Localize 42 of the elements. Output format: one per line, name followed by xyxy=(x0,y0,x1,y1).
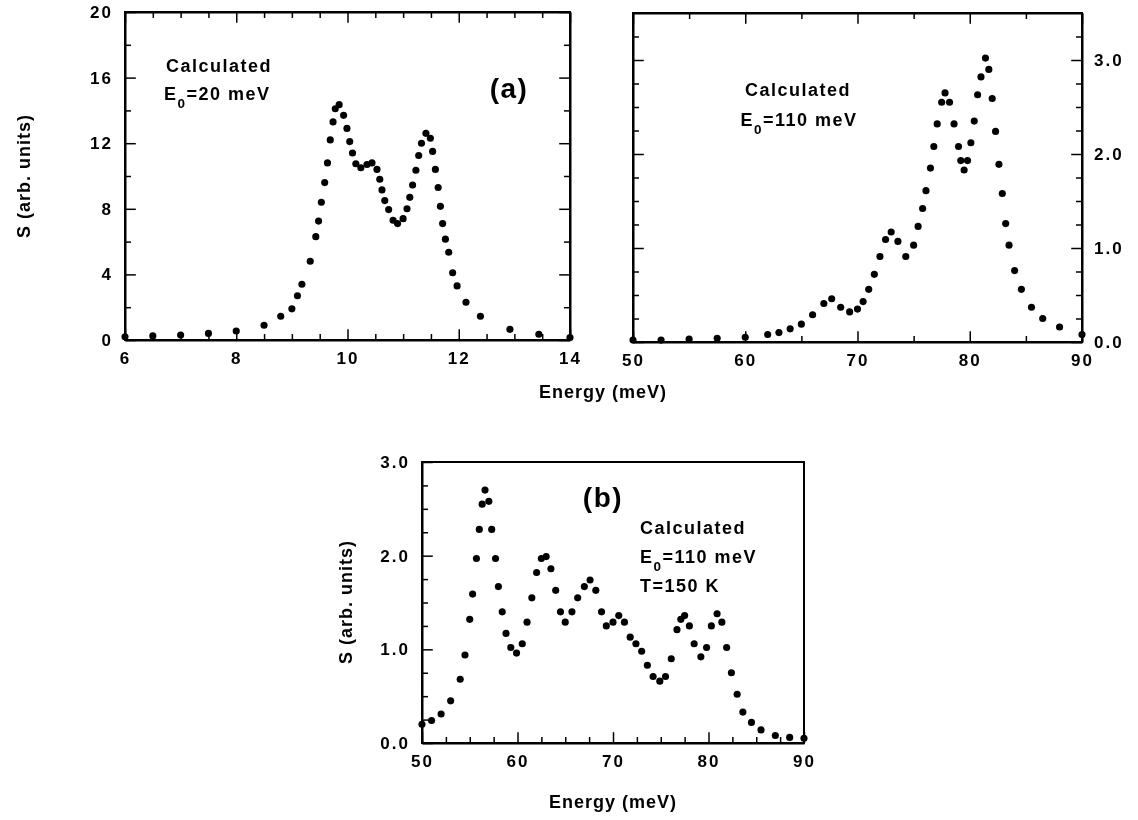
y-tick-label: 3.0 xyxy=(380,452,410,472)
y-tick-label: 8 xyxy=(101,199,113,219)
y-tick-label: 12 xyxy=(90,134,113,154)
x-tick-label: 70 xyxy=(602,752,625,772)
x-tick-label: 60 xyxy=(734,351,758,371)
annotation: (b) xyxy=(582,482,624,513)
y2-tick-label: 1.0 xyxy=(1094,238,1124,258)
annotation: E$_{0}$=20 meV xyxy=(164,84,271,111)
annotation: (a) xyxy=(489,73,529,104)
annotation: E$_{0}$=110 meV xyxy=(640,547,758,574)
x-tick-label: 80 xyxy=(697,752,721,772)
annotation: Calculated xyxy=(166,56,273,76)
x-tick-label: 14 xyxy=(559,349,582,369)
annotation: T=150 K xyxy=(640,576,721,596)
annotation: E$_{0}$=110 meV xyxy=(740,110,858,137)
y-tick-label: 4 xyxy=(101,265,113,285)
annotation: Calculated xyxy=(640,518,747,538)
x-tick-label: 90 xyxy=(793,752,816,772)
x-axis-title: Energy (meV) xyxy=(548,792,678,812)
y-tick-label: 1.0 xyxy=(380,640,410,660)
y-axis-title: S (arb. units) xyxy=(14,113,34,239)
y-tick-label: 0 xyxy=(101,330,113,350)
x-tick-label: 6 xyxy=(119,349,132,369)
y2-tick-label: 2.0 xyxy=(1094,144,1124,164)
y-tick-label: 2.0 xyxy=(380,546,410,566)
y2-tick-label: 3.0 xyxy=(1094,50,1124,70)
y-tick-label: 0.0 xyxy=(380,733,410,753)
x-tick-label: 12 xyxy=(447,349,471,369)
x-tick-label: 50 xyxy=(622,351,645,371)
annotation: Calculated xyxy=(744,80,852,100)
y-axis-title: S (arb. units) xyxy=(336,539,356,665)
y-tick-label: 20 xyxy=(90,2,113,22)
y2-tick-label: 0.0 xyxy=(1094,332,1124,352)
x-tick-label: 50 xyxy=(411,752,434,772)
y-tick-label: 16 xyxy=(90,68,113,88)
x-tick-label: 70 xyxy=(846,351,870,371)
x-tick-label: 60 xyxy=(506,752,530,772)
x-tick-label: 90 xyxy=(1071,351,1094,371)
x-axis-title: Energy (meV) xyxy=(538,382,668,402)
x-tick-label: 8 xyxy=(231,349,243,369)
x-tick-label: 80 xyxy=(958,351,982,371)
x-tick-label: 10 xyxy=(336,349,360,369)
